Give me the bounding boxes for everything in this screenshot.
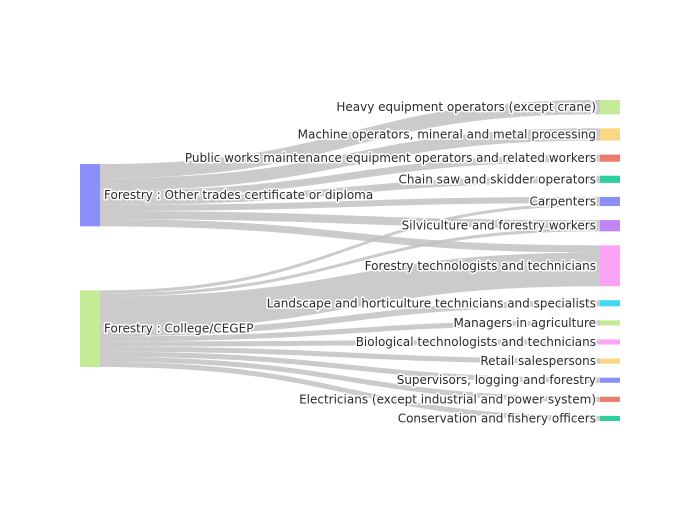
target-node[interactable] xyxy=(600,300,620,307)
sankey-link[interactable] xyxy=(100,351,600,383)
target-node-label: Silviculture and forestry workers xyxy=(402,219,596,233)
target-node[interactable] xyxy=(600,128,620,141)
target-node[interactable] xyxy=(600,100,620,115)
target-node-label: Biological technologists and technicians xyxy=(356,335,596,349)
sankey-link[interactable] xyxy=(100,219,600,253)
target-node-label: Chain saw and skidder operators xyxy=(399,172,596,186)
sankey-link[interactable] xyxy=(100,320,600,342)
source-node[interactable] xyxy=(80,290,100,367)
sankey-link[interactable] xyxy=(100,228,600,297)
sankey-link[interactable] xyxy=(100,252,600,331)
sankey-link[interactable] xyxy=(100,356,600,402)
target-node[interactable] xyxy=(600,175,620,183)
source-node[interactable] xyxy=(80,164,100,227)
target-node-label: Heavy equipment operators (except crane) xyxy=(336,100,596,114)
target-node-label: Managers in agriculture xyxy=(453,316,596,330)
sankey-link[interactable] xyxy=(100,361,600,421)
target-node-label: Conservation and fishery officers xyxy=(398,411,596,425)
target-node[interactable] xyxy=(600,396,620,402)
nodes-layer xyxy=(80,100,620,421)
target-node[interactable] xyxy=(600,377,620,383)
target-node-label: Forestry technologists and technicians xyxy=(365,259,596,273)
sankey-link[interactable] xyxy=(100,300,600,337)
target-node[interactable] xyxy=(600,320,620,326)
target-node-label: Electricians (except industrial and powe… xyxy=(299,392,596,406)
sankey-link[interactable] xyxy=(100,128,600,191)
links-layer xyxy=(100,100,600,421)
sankey-link[interactable] xyxy=(100,203,600,294)
sankey-link[interactable] xyxy=(100,211,600,229)
target-node[interactable] xyxy=(600,245,620,287)
sankey-link[interactable] xyxy=(100,100,600,179)
target-node-label: Supervisors, logging and forestry xyxy=(397,373,596,387)
target-node-label: Public works maintenance equipment opera… xyxy=(185,151,596,165)
target-node[interactable] xyxy=(600,196,620,207)
target-node-label: Landscape and horticulture technicians a… xyxy=(267,296,596,310)
source-node-label: Forestry : College/CEGEP xyxy=(104,322,253,336)
target-node-label: Machine operators, mineral and metal pro… xyxy=(298,127,596,141)
target-node[interactable] xyxy=(600,415,620,421)
sankey-link[interactable] xyxy=(100,175,600,205)
target-node[interactable] xyxy=(600,220,620,232)
labels-layer: Forestry : Other trades certificate or d… xyxy=(103,99,598,427)
target-node[interactable] xyxy=(600,358,620,364)
sankey-link[interactable] xyxy=(100,346,600,364)
target-node[interactable] xyxy=(600,339,620,345)
source-node-label: Forestry : Other trades certificate or d… xyxy=(104,188,373,202)
target-node-label: Retail salespersons xyxy=(480,354,596,368)
target-node[interactable] xyxy=(600,154,620,162)
sankey-link[interactable] xyxy=(100,339,600,347)
sankey-link[interactable] xyxy=(100,196,600,212)
sankey-link[interactable] xyxy=(100,154,600,198)
target-node-label: Carpenters xyxy=(529,194,596,208)
